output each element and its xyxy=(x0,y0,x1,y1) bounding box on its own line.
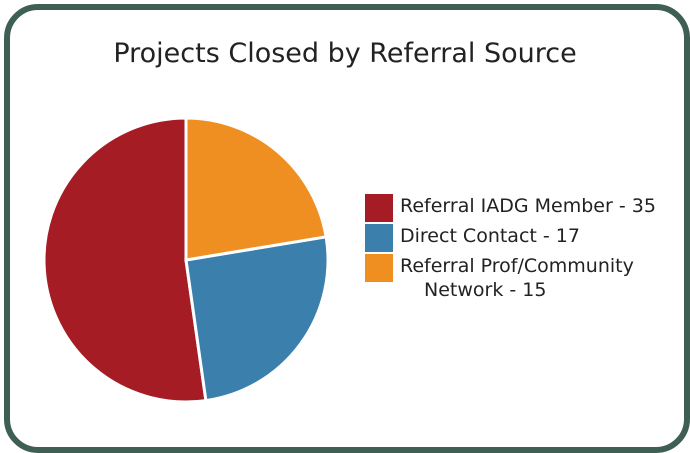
chart-title: Projects Closed by Referral Source xyxy=(113,38,577,69)
legend-swatch xyxy=(365,224,393,252)
legend-label: Referral Prof/Community Network - 15 xyxy=(400,255,634,301)
legend-item: Referral Prof/Community Network - 15 xyxy=(365,254,675,302)
legend-item: Referral IADG Member - 35 xyxy=(365,194,675,222)
pie-slice xyxy=(42,116,208,404)
legend-label: Referral IADG Member - 35 xyxy=(400,195,656,217)
legend-swatch xyxy=(365,194,393,222)
pie-slice xyxy=(184,235,330,403)
legend-item: Direct Contact - 17 xyxy=(365,224,675,252)
legend-label: Direct Contact - 17 xyxy=(400,225,580,247)
legend-swatch xyxy=(365,254,393,282)
legend: Referral IADG Member - 35 Direct Contact … xyxy=(365,194,675,308)
pie-slice xyxy=(184,116,328,262)
